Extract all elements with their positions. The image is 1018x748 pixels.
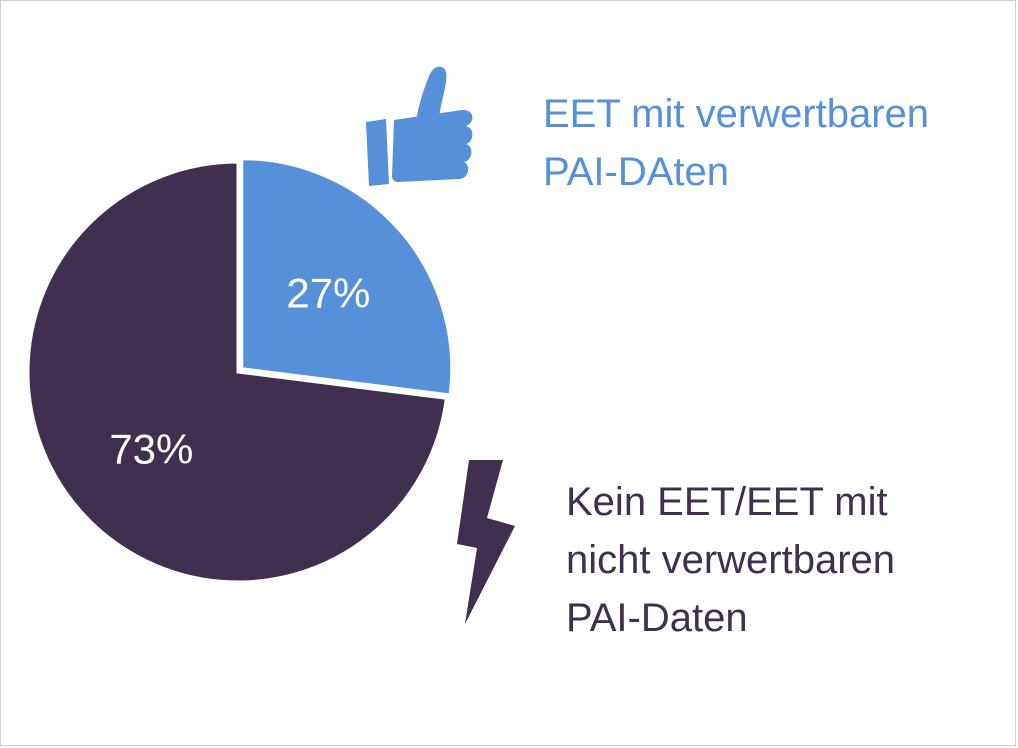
pie-slice-positive <box>240 157 454 397</box>
pie-slice-negative <box>26 160 449 584</box>
legend-label-negative: Kein EET/EET mit nicht verwertbaren PAI-… <box>566 473 895 647</box>
thumbs-up-icon <box>366 66 473 186</box>
legend-line: PAI-DAten <box>543 150 729 194</box>
legend-line: nicht verwertbaren <box>566 538 896 582</box>
slice-value-label-negative: 73% <box>109 425 193 472</box>
lightning-bolt-icon <box>457 460 515 624</box>
slice-value-label-positive: 27% <box>286 269 370 316</box>
legend-line: EET mit verwertbaren <box>543 92 930 136</box>
legend-line: Kein EET/EET mit <box>566 480 888 524</box>
legend-line: PAI-Daten <box>566 596 748 640</box>
legend-label-positive: EET mit verwertbaren PAI-DAten <box>543 85 929 201</box>
